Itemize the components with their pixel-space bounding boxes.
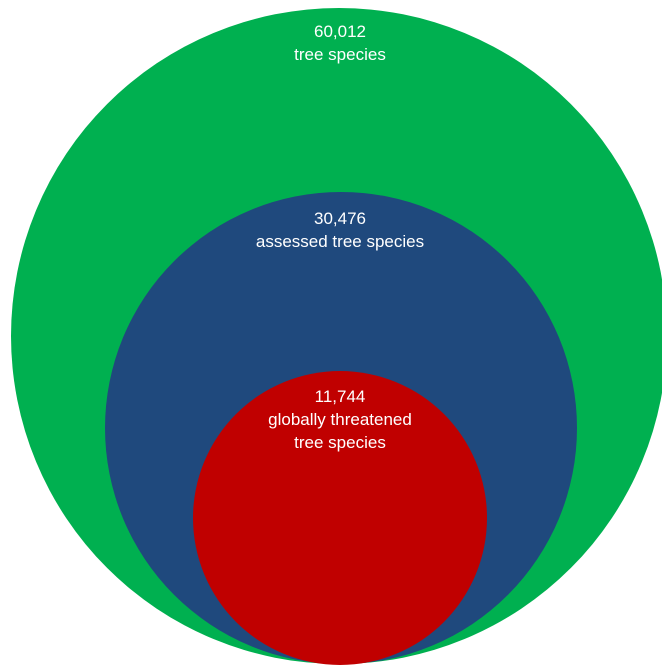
threatened-tree-species-label: 11,744 globally threatened tree species <box>215 385 465 454</box>
threatened-tree-species-text-line2: tree species <box>294 433 386 452</box>
threatened-tree-species-text-line1: globally threatened <box>268 410 412 429</box>
assessed-tree-species-label: 30,476 assessed tree species <box>215 207 465 253</box>
all-tree-species-count: 60,012 <box>314 22 366 41</box>
assessed-tree-species-text: assessed tree species <box>255 232 425 251</box>
all-tree-species-text: tree species <box>294 45 386 64</box>
assessed-tree-species-count: 30,476 <box>314 209 366 228</box>
threatened-tree-species-circle <box>193 371 487 665</box>
all-tree-species-label: 60,012 tree species <box>240 20 440 66</box>
threatened-tree-species-count: 11,744 <box>314 387 366 406</box>
